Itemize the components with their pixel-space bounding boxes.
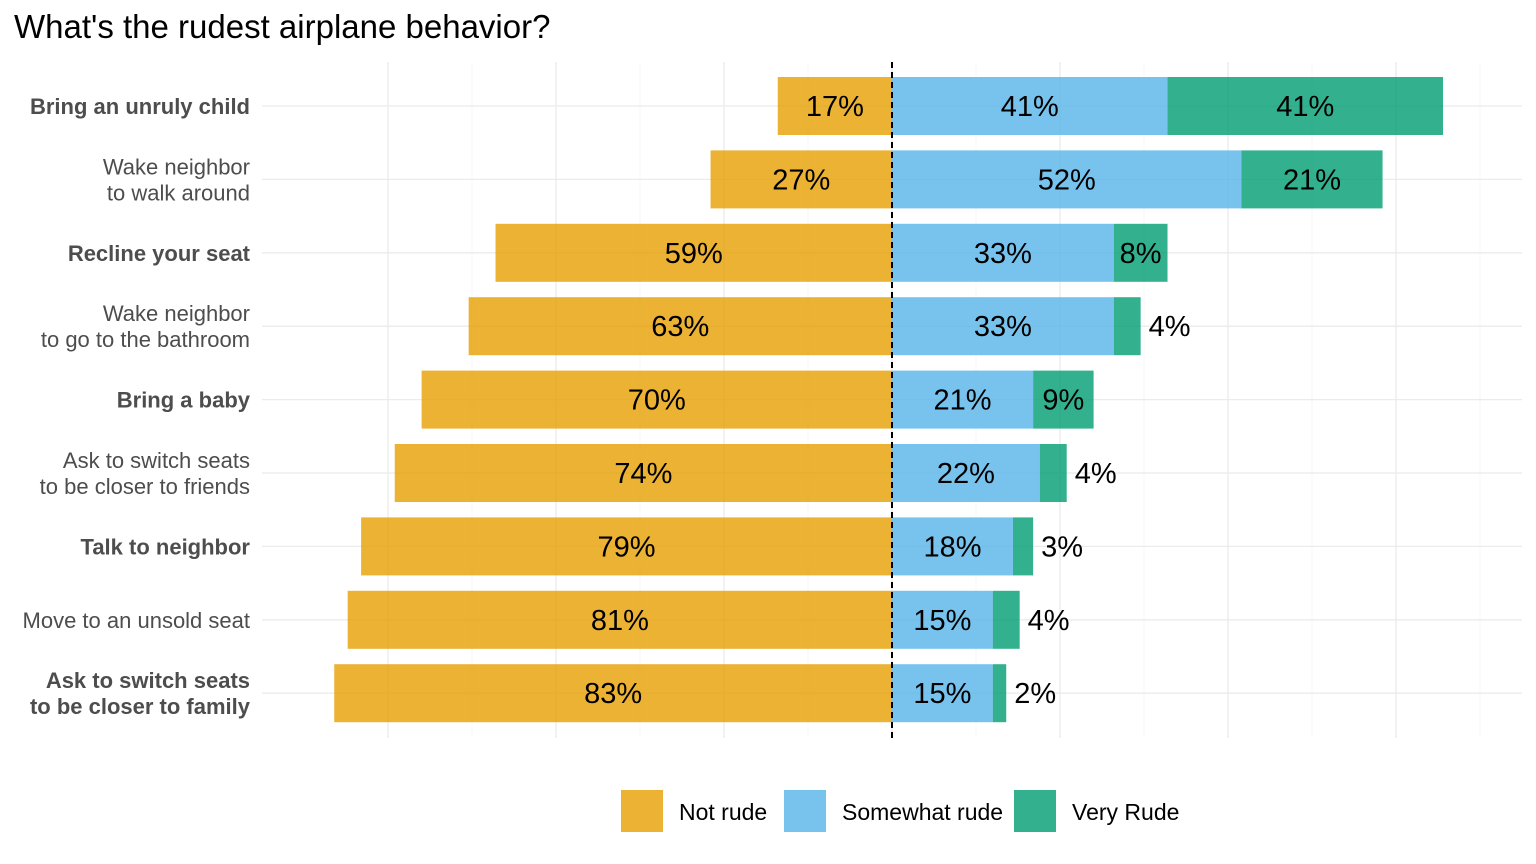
bar-very-rude — [992, 590, 1020, 649]
legend-swatch — [621, 790, 663, 832]
value-label-very-rude: 8% — [1120, 238, 1162, 270]
value-label-not-rude: 59% — [665, 238, 723, 270]
legend-label: Not rude — [679, 799, 767, 825]
value-label-not-rude: 79% — [598, 531, 656, 563]
value-label-not-rude: 81% — [591, 605, 649, 637]
category-label: Ask to switch seats — [46, 668, 250, 693]
category-label: Bring a baby — [117, 388, 251, 413]
bar-very-rude — [1012, 517, 1034, 576]
bar-not-rude — [777, 77, 892, 135]
chart-title: What's the rudest airplane behavior? — [14, 8, 551, 45]
bar-very-rude — [1039, 444, 1067, 502]
bar-very-rude — [1113, 223, 1168, 282]
value-labels: 17% 41% 41% 27% 52% 21% 59% 33% 8% 63% 33% 4% 70% 21%… — [584, 91, 1341, 710]
category-label: Wake neighbor — [103, 154, 250, 179]
value-label-not-rude: 74% — [614, 458, 672, 490]
value-label-very-rude: 4% — [1028, 605, 1070, 637]
value-label-very-rude: 4% — [1149, 311, 1191, 343]
bar-somewhat-rude — [892, 150, 1242, 209]
bar-somewhat-rude — [892, 297, 1114, 356]
value-label-very-rude: 3% — [1041, 531, 1083, 563]
value-label-very-rude: 2% — [1014, 678, 1056, 710]
category-label: to be closer to friends — [40, 474, 250, 499]
value-label-not-rude: 63% — [651, 311, 709, 343]
category-label: Ask to switch seats — [63, 448, 250, 473]
value-label-not-rude: 83% — [584, 678, 642, 710]
bar-very-rude — [1241, 150, 1383, 209]
value-label-not-rude: 27% — [772, 164, 830, 196]
value-label-somewhat-rude: 41% — [1001, 91, 1059, 123]
value-label-somewhat-rude: 33% — [974, 238, 1032, 270]
legend-swatch — [1014, 790, 1056, 832]
bar-very-rude — [1167, 77, 1444, 135]
category-label: Wake neighbor — [103, 301, 250, 326]
bar-somewhat-rude — [892, 664, 993, 723]
category-label: Recline your seat — [68, 241, 251, 266]
value-label-somewhat-rude: 15% — [913, 605, 971, 637]
value-label-very-rude: 41% — [1276, 91, 1334, 123]
bar-not-rude — [394, 444, 892, 502]
bar-not-rude — [347, 590, 892, 649]
category-label: Bring an unruly child — [30, 94, 250, 119]
bar-somewhat-rude — [892, 517, 1013, 576]
bar-somewhat-rude — [892, 370, 1034, 429]
legend-label: Very Rude — [1072, 799, 1179, 825]
value-label-somewhat-rude: 15% — [913, 678, 971, 710]
value-label-very-rude: 21% — [1283, 164, 1341, 196]
value-label-somewhat-rude: 52% — [1038, 164, 1096, 196]
bar-somewhat-rude — [892, 223, 1114, 282]
bar-very-rude — [1033, 370, 1094, 429]
legend-label: Somewhat rude — [842, 799, 1003, 825]
legend-swatch — [784, 790, 826, 832]
value-label-somewhat-rude: 33% — [974, 311, 1032, 343]
value-label-somewhat-rude: 22% — [937, 458, 995, 490]
category-label: to go to the bathroom — [41, 327, 250, 352]
category-label: to be closer to family — [30, 694, 251, 719]
bar-not-rude — [468, 297, 892, 356]
value-label-not-rude: 70% — [628, 385, 686, 417]
bar-very-rude — [1113, 297, 1141, 356]
bar-very-rude — [992, 664, 1007, 723]
category-label: Talk to neighbor — [81, 534, 251, 559]
bar-somewhat-rude — [892, 444, 1040, 502]
bar-not-rude — [495, 223, 892, 282]
value-label-somewhat-rude: 18% — [923, 531, 981, 563]
value-label-very-rude: 9% — [1042, 385, 1084, 417]
value-label-somewhat-rude: 21% — [934, 385, 992, 417]
value-label-not-rude: 17% — [806, 91, 864, 123]
category-labels: Bring an unruly child Wake neighbor to wa… — [23, 94, 251, 719]
value-label-very-rude: 4% — [1075, 458, 1117, 490]
bar-not-rude — [710, 150, 892, 209]
bars — [334, 77, 1444, 723]
bar-not-rude — [421, 370, 892, 429]
bar-somewhat-rude — [892, 77, 1168, 135]
category-label: Move to an unsold seat — [23, 608, 250, 633]
bar-somewhat-rude — [892, 590, 993, 649]
category-label: to walk around — [107, 180, 250, 205]
bar-not-rude — [334, 664, 892, 723]
bar-not-rude — [361, 517, 892, 576]
legend: Not rude Somewhat rude Very Rude — [621, 790, 1179, 832]
